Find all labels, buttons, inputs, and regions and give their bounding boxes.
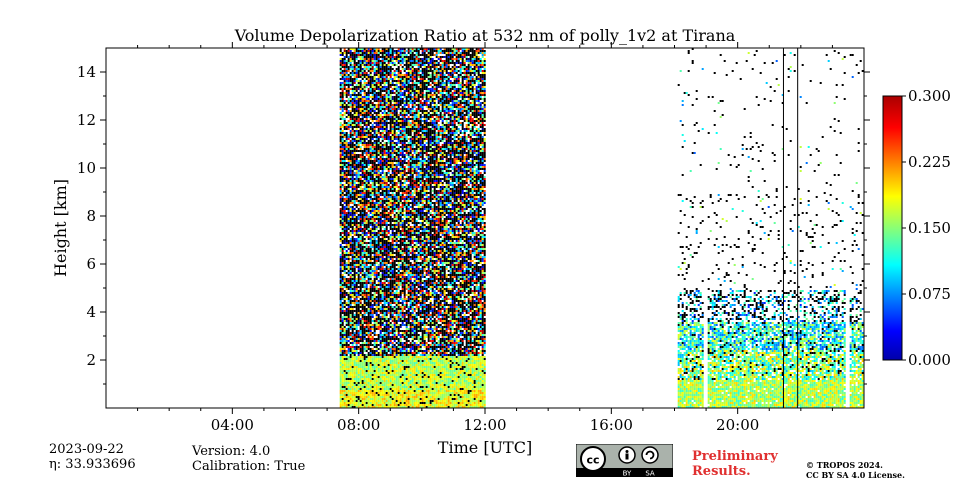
preliminary-line1: Preliminary [692, 449, 778, 464]
sa-text: SA [645, 470, 655, 478]
preliminary-line2: Results. [692, 464, 751, 479]
copyright-note: © TROPOS 2024. CC BY SA 4.0 License. [806, 460, 905, 480]
axis-ticks [100, 42, 870, 414]
calibration-text: Calibration: True [192, 459, 306, 474]
x-tick-label: 04:00 [211, 416, 254, 434]
chart-title: Volume Depolarization Ratio at 532 nm of… [234, 26, 736, 45]
colorbar-tick-label: 0.075 [908, 285, 951, 303]
x-tick-label: 12:00 [463, 416, 506, 434]
x-tick-label: 08:00 [337, 416, 380, 434]
cc-icon [580, 446, 606, 472]
colorbar [882, 95, 903, 361]
colorbar-tick-label: 0.225 [908, 153, 951, 171]
x-tick-label: 20:00 [716, 416, 759, 434]
cc-icon-text: cc [586, 454, 599, 467]
copyright-line1: © TROPOS 2024. [806, 460, 883, 470]
copyright-line2: CC BY SA 4.0 License. [806, 470, 905, 480]
measurement-period-2 [677, 48, 864, 408]
y-axis-label: Height [km] [51, 179, 70, 277]
y-tick-label: 12 [77, 111, 96, 129]
x-tick-label: 16:00 [590, 416, 633, 434]
tick-labels: 04:00 08:00 12:00 16:00 20:00 2 4 6 8 10 12 14 [77, 63, 759, 434]
by-text: BY [623, 470, 632, 478]
colorbar-tick-label: 0.000 [908, 351, 951, 369]
preliminary-results-note: Preliminary Results. [692, 449, 778, 479]
measurement-period-1 [339, 48, 486, 408]
y-tick-label: 6 [86, 255, 96, 273]
x-axis-label: Time [UTC] [438, 438, 532, 457]
info-date-block: 2023-09-22 η: 33.933696 [49, 442, 136, 472]
version-text: Version: 4.0 [192, 444, 271, 459]
vertical-lines [782, 48, 799, 408]
y-tick-label: 2 [86, 351, 96, 369]
colorbar-ticks: 0.000 0.075 0.150 0.225 0.300 [902, 87, 951, 369]
colorbar-tick-label: 0.150 [908, 219, 951, 237]
y-tick-label: 10 [77, 159, 96, 177]
date-text: 2023-09-22 [49, 442, 124, 457]
plot-area [339, 48, 864, 408]
info-version-block: Version: 4.0 Calibration: True [192, 444, 305, 474]
y-tick-label: 8 [86, 207, 96, 225]
share-alike-icon [641, 446, 659, 464]
cc-license-badge: cc BY SA [576, 444, 673, 477]
colorbar-tick-label: 0.300 [908, 87, 951, 105]
y-tick-label: 14 [77, 63, 96, 81]
eta-text: η: 33.933696 [49, 457, 136, 472]
y-tick-label: 4 [86, 303, 96, 321]
